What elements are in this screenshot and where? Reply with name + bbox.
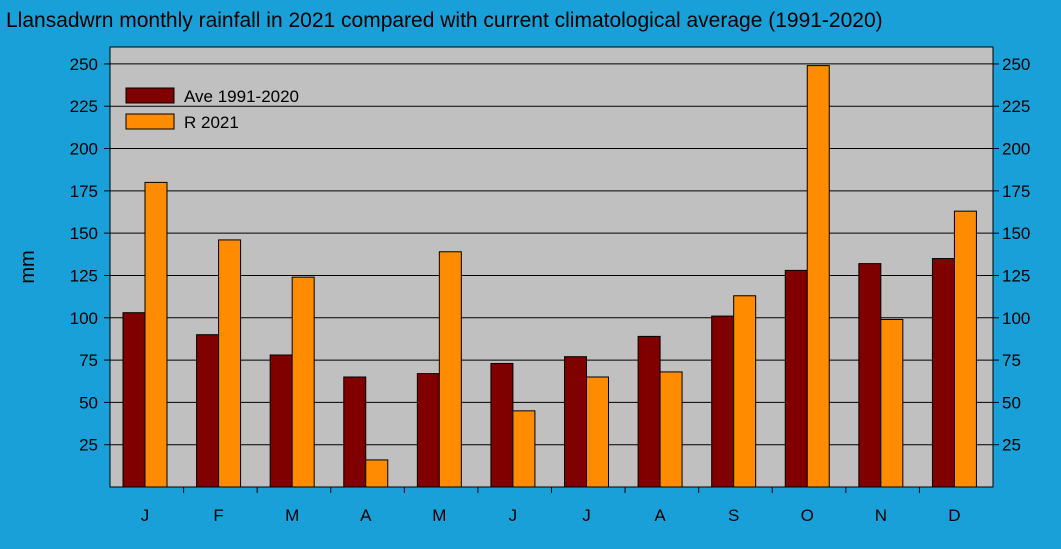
bar-r2021 <box>953 210 977 488</box>
x-tick-label: M <box>285 506 299 525</box>
y-tick-label-right: 100 <box>1002 309 1030 328</box>
y-tick-label-right: 150 <box>1002 224 1030 243</box>
x-tick-label: A <box>654 506 666 525</box>
plot-background <box>109 46 994 488</box>
y-tick-label-right: 125 <box>1002 266 1030 285</box>
bar-r2021 <box>218 239 242 488</box>
y-tick-label-right: 25 <box>1002 436 1021 455</box>
bar-r2021 <box>365 459 389 488</box>
bar-average <box>196 334 220 488</box>
bar-r2021 <box>880 318 904 488</box>
x-tick-label: J <box>509 506 518 525</box>
bar-average <box>122 312 146 488</box>
gridlines <box>110 63 993 446</box>
legend-swatch <box>125 113 175 130</box>
y-tick-label-left: 250 <box>70 55 98 74</box>
x-tick-label: S <box>728 506 739 525</box>
legend-label: Ave 1991-2020 <box>184 87 299 106</box>
x-tick-label: A <box>360 506 372 525</box>
y-tick-label-left: 200 <box>70 140 98 159</box>
y-tick-label-right: 175 <box>1002 182 1030 201</box>
legend-swatch <box>125 87 175 104</box>
bar-average <box>343 376 367 488</box>
x-tick-label: M <box>432 506 446 525</box>
bar-r2021 <box>438 251 462 488</box>
y-axis-left: 25 50 75 100 125 150 175 200 225 250 <box>70 55 110 455</box>
x-tick-label: D <box>948 506 960 525</box>
bar-average <box>711 315 735 488</box>
x-tick-label: F <box>213 506 223 525</box>
bar-r2021 <box>512 410 536 488</box>
bar-average <box>931 258 955 488</box>
legend-label: R 2021 <box>184 113 239 132</box>
bar-r2021 <box>659 371 683 488</box>
y-axis-label: mm <box>17 250 39 283</box>
y-axis-right: 25 50 75 100 125 150 175 200 225 250 <box>993 55 1030 455</box>
bar-r2021 <box>291 276 315 488</box>
y-tick-label-left: 100 <box>70 309 98 328</box>
y-tick-label-left: 50 <box>79 393 98 412</box>
x-tick-label: O <box>801 506 814 525</box>
legend: Ave 1991-2020 R 2021 <box>125 87 299 132</box>
bars <box>122 65 977 488</box>
bar-average <box>416 373 440 488</box>
y-tick-label-right: 75 <box>1002 351 1021 370</box>
bar-r2021 <box>733 295 757 488</box>
y-tick-label-right: 250 <box>1002 55 1030 74</box>
y-tick-label-right: 200 <box>1002 140 1030 159</box>
x-tick-label: N <box>875 506 887 525</box>
y-tick-label-left: 75 <box>79 351 98 370</box>
y-tick-label-left: 25 <box>79 436 98 455</box>
bar-r2021 <box>144 181 168 488</box>
y-tick-label-right: 50 <box>1002 393 1021 412</box>
chart-title: Llansadwrn monthly rainfall in 2021 comp… <box>6 9 883 32</box>
bar-average <box>490 362 514 488</box>
bar-average <box>637 335 661 488</box>
bar-r2021 <box>586 376 609 488</box>
x-tick-label: J <box>141 506 150 525</box>
bar-average <box>564 356 587 488</box>
y-tick-label-left: 175 <box>70 182 98 201</box>
y-tick-label-left: 150 <box>70 224 98 243</box>
y-tick-label-left: 125 <box>70 266 98 285</box>
y-tick-label-right: 225 <box>1002 97 1030 116</box>
bar-average <box>269 354 293 488</box>
bar-average <box>858 263 882 488</box>
x-tick-label: J <box>582 506 591 525</box>
bar-r2021 <box>806 65 830 488</box>
bar-average <box>784 269 808 488</box>
y-tick-label-left: 225 <box>70 97 98 116</box>
